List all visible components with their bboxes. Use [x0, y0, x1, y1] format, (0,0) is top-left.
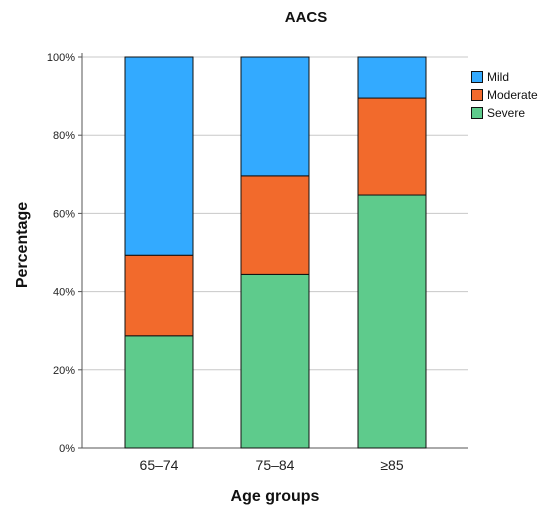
legend-swatch-mild [471, 71, 483, 83]
bar-mild-2 [357, 56, 427, 99]
legend-item-moderate: Moderate [471, 86, 538, 104]
bar-severe-2 [357, 194, 427, 449]
chart-title: AACS [284, 9, 328, 26]
y-tick-label-3: 60% [53, 208, 75, 220]
legend-item-severe: Severe [471, 104, 538, 122]
x-axis-label: Age groups [230, 488, 320, 505]
bar-moderate-0 [124, 254, 194, 337]
y-tick-label-2: 40% [53, 287, 75, 299]
bar-moderate-1 [240, 175, 310, 275]
y-tick-label-1: 20% [53, 365, 75, 377]
legend-item-mild: Mild [471, 68, 538, 86]
legend-swatch-severe [471, 107, 483, 119]
x-tick-label-2: ≥85 [380, 457, 403, 473]
legend: Mild Moderate Severe [471, 68, 538, 122]
y-tick-label-5: 100% [47, 52, 75, 64]
y-tick-label-0: 0% [59, 443, 75, 455]
bar-mild-0 [124, 56, 194, 256]
legend-label-moderate: Moderate [487, 88, 538, 102]
y-tick-label-4: 80% [53, 130, 75, 142]
legend-label-severe: Severe [487, 106, 526, 120]
x-tick-label-1: 75–84 [256, 457, 295, 473]
bar-severe-0 [124, 335, 194, 449]
x-tick-label-0: 65–74 [140, 457, 179, 473]
bar-moderate-2 [357, 97, 427, 196]
legend-swatch-moderate [471, 89, 483, 101]
bar-mild-1 [240, 56, 310, 177]
bar-severe-1 [240, 273, 310, 449]
legend-label-mild: Mild [487, 70, 510, 84]
